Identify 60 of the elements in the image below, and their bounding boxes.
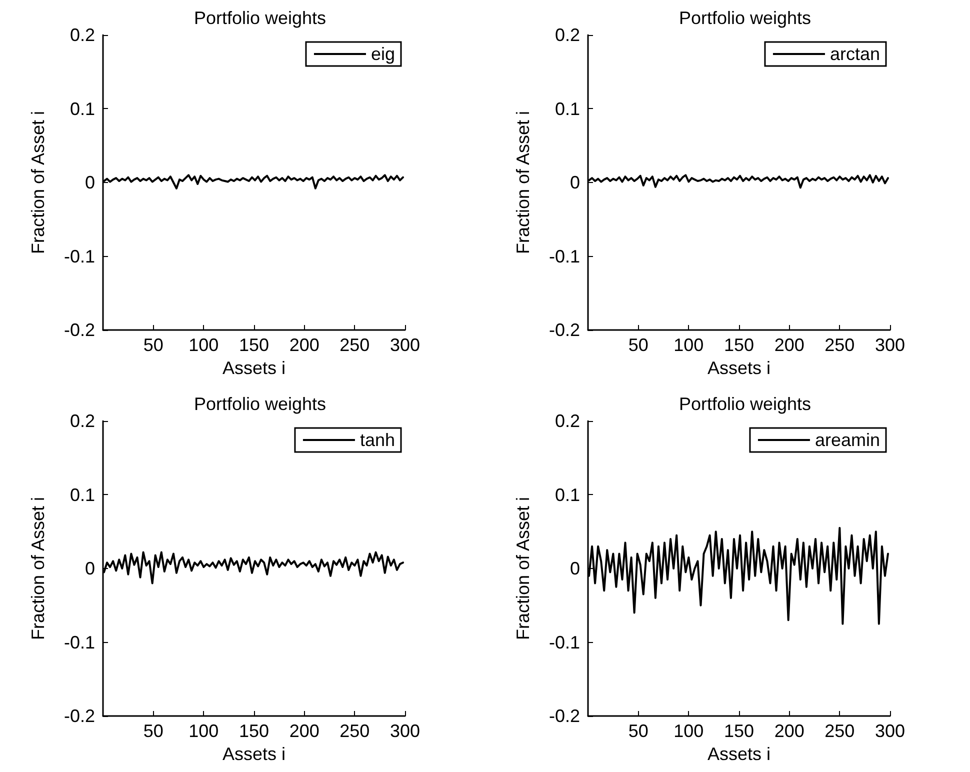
chart-title: Portfolio weights bbox=[678, 8, 812, 28]
y-axis-title: Fraction of Asset i bbox=[513, 496, 533, 640]
y-tick-label: 0.2 bbox=[70, 25, 95, 45]
y-tick-label: -0.2 bbox=[548, 706, 580, 726]
y-tick-label: -0.1 bbox=[548, 632, 580, 652]
y-tick-label: -0.1 bbox=[548, 246, 580, 266]
y-tick-label: 0.2 bbox=[554, 411, 580, 431]
y-tick-label: -0.2 bbox=[64, 320, 95, 340]
y-tick-label: 0 bbox=[570, 172, 580, 192]
x-tick-label: 300 bbox=[390, 335, 420, 355]
x-tick-label: 150 bbox=[238, 721, 270, 741]
x-tick-label: 250 bbox=[824, 721, 855, 741]
y-tick-label: -0.1 bbox=[64, 246, 95, 266]
x-tick-label: 100 bbox=[674, 335, 704, 355]
y-axis-title: Fraction of Asset i bbox=[28, 496, 48, 640]
y-tick-label: -0.2 bbox=[548, 320, 580, 340]
y-tick-label: 0.1 bbox=[554, 98, 580, 119]
x-tick-label: 300 bbox=[390, 721, 420, 741]
x-tick-label: 250 bbox=[340, 721, 370, 741]
y-tick-label: -0.1 bbox=[64, 632, 95, 652]
x-tick-label: 200 bbox=[289, 335, 320, 355]
y-tick-label: 0 bbox=[84, 172, 95, 192]
x-tick-label: 50 bbox=[628, 335, 648, 355]
x-tick-label: 100 bbox=[188, 721, 219, 741]
chart-title: Portfolio weights bbox=[194, 394, 326, 414]
chart-title: Portfolio weights bbox=[194, 8, 326, 28]
x-tick-label: 200 bbox=[774, 335, 804, 355]
x-axis-title: Assets i bbox=[707, 358, 771, 378]
x-tick-label: 300 bbox=[874, 721, 906, 741]
chart-title: Portfolio weights bbox=[678, 394, 812, 414]
x-tick-label: 150 bbox=[724, 335, 754, 355]
legend-label: tanh bbox=[360, 430, 396, 450]
y-tick-label: 0.1 bbox=[70, 484, 95, 505]
legend-label: arctan bbox=[830, 44, 880, 64]
x-tick-label: 200 bbox=[774, 721, 804, 741]
y-tick-label: 0 bbox=[570, 558, 580, 578]
x-axis-title: Assets i bbox=[222, 744, 286, 764]
y-tick-label: 0.1 bbox=[70, 98, 95, 119]
x-tick-label: 50 bbox=[628, 721, 648, 741]
x-tick-label: 50 bbox=[143, 335, 164, 355]
y-axis-title: Fraction of Asset i bbox=[513, 110, 533, 254]
y-tick-label: 0.1 bbox=[554, 484, 580, 505]
y-tick-label: -0.2 bbox=[64, 706, 95, 726]
x-tick-label: 150 bbox=[238, 335, 270, 355]
y-tick-label: 0 bbox=[84, 558, 95, 578]
x-tick-label: 250 bbox=[340, 335, 370, 355]
x-tick-label: 200 bbox=[289, 721, 320, 741]
x-axis-title: Assets i bbox=[222, 358, 286, 378]
x-tick-label: 100 bbox=[188, 335, 219, 355]
y-axis-title: Fraction of Asset i bbox=[28, 110, 48, 254]
x-tick-label: 100 bbox=[674, 721, 704, 741]
y-tick-label: 0.2 bbox=[70, 411, 95, 431]
legend-label: eig bbox=[370, 44, 396, 64]
x-tick-label: 250 bbox=[824, 335, 855, 355]
x-tick-label: 150 bbox=[724, 721, 754, 741]
x-tick-label: 300 bbox=[874, 335, 906, 355]
x-tick-label: 50 bbox=[143, 721, 164, 741]
legend-label: areamin bbox=[814, 430, 880, 450]
x-axis-title: Assets i bbox=[707, 744, 771, 764]
y-tick-label: 0.2 bbox=[554, 25, 580, 45]
